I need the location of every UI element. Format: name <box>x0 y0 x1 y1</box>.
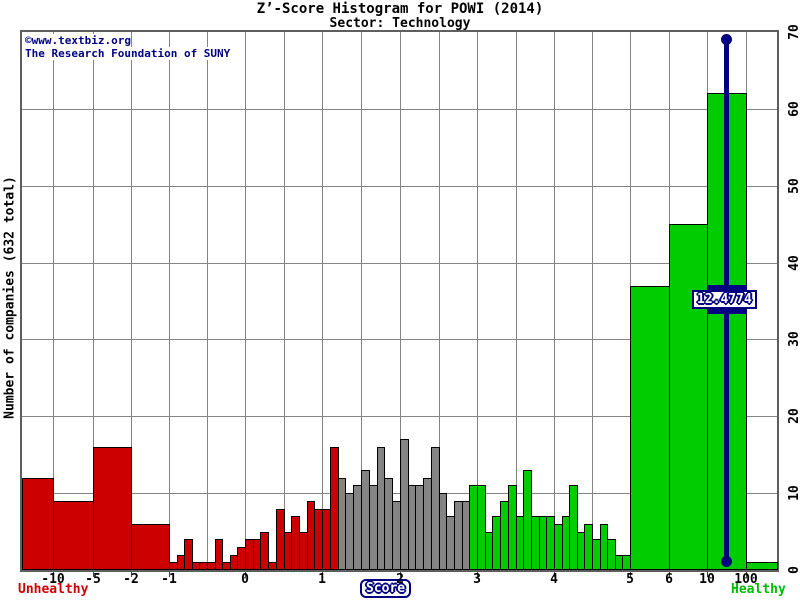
x-tick-label: 100 <box>734 572 758 587</box>
unhealthy-zone-label: Unhealthy <box>18 582 89 597</box>
histogram-bar <box>630 286 670 570</box>
h-gridline <box>22 109 777 110</box>
x-tick-label: 5 <box>626 572 634 587</box>
watermark-foundation: The Research Foundation of SUNY <box>25 47 231 60</box>
marker-crossbar-lower <box>707 309 747 314</box>
v-gridline <box>169 32 170 570</box>
x-tick-mark <box>93 572 94 577</box>
y-tick-label: 10 <box>787 485 800 501</box>
v-gridline <box>400 32 401 570</box>
histogram-bar <box>93 447 132 570</box>
v-gridline <box>284 32 285 570</box>
y-axis-label: Number of companies (632 total) <box>2 176 18 419</box>
x-tick-mark <box>245 572 246 577</box>
v-gridline <box>322 32 323 570</box>
x-tick-mark <box>630 572 631 577</box>
histogram-bar <box>215 539 223 570</box>
y-tick-label: 60 <box>787 101 800 117</box>
x-tick-mark <box>669 572 670 577</box>
h-gridline <box>22 416 777 417</box>
x-tick-label: -10 <box>41 572 65 587</box>
x-tick-label: 4 <box>550 572 558 587</box>
x-tick-mark <box>477 572 478 577</box>
v-gridline <box>207 32 208 570</box>
histogram-bar <box>184 539 193 570</box>
v-gridline <box>439 32 440 570</box>
y-tick-label: 70 <box>787 24 800 40</box>
y-tick-label: 50 <box>787 178 800 194</box>
x-tick-mark <box>746 572 747 577</box>
histogram-bar <box>746 562 778 570</box>
y-tick-label: 20 <box>787 408 800 424</box>
v-gridline <box>592 32 593 570</box>
x-tick-label: -5 <box>85 572 101 587</box>
h-gridline <box>22 493 777 494</box>
histogram-bar <box>260 532 269 570</box>
plot-frame <box>20 30 779 572</box>
x-tick-label: -1 <box>161 572 177 587</box>
x-tick-mark <box>322 572 323 577</box>
v-gridline <box>93 32 94 570</box>
x-tick-label: 1 <box>318 572 326 587</box>
chart-subtitle: Sector: Technology <box>329 16 471 31</box>
histogram-bar <box>607 539 616 570</box>
x-tick-mark <box>169 572 170 577</box>
histogram-bar <box>477 485 486 570</box>
x-tick-mark <box>554 572 555 577</box>
v-gridline <box>554 32 555 570</box>
v-gridline <box>245 32 246 570</box>
v-gridline <box>477 32 478 570</box>
x-tick-label: 2 <box>396 572 404 587</box>
x-tick-label: 10 <box>699 572 715 587</box>
histogram-bar <box>131 524 170 570</box>
marker-dot-bottom <box>721 556 732 567</box>
x-tick-label: 0 <box>241 572 249 587</box>
marker-value-label: 12.4774 <box>692 290 757 309</box>
histogram-bar <box>669 224 708 570</box>
v-gridline <box>131 32 132 570</box>
chart-title: Z’-Score Histogram for POWI (2014) <box>256 1 544 17</box>
v-gridline <box>53 32 54 570</box>
x-tick-label: 6 <box>665 572 673 587</box>
h-gridline <box>22 263 777 264</box>
y-tick-label: 40 <box>787 255 800 271</box>
x-tick-mark <box>707 572 708 577</box>
marker-dot-top <box>721 34 732 45</box>
watermark-url: ©www.textbiz.org <box>25 34 131 47</box>
marker-crossbar-upper <box>707 285 747 290</box>
x-tick-label: 3 <box>473 572 481 587</box>
histogram-bar <box>22 478 54 570</box>
x-tick-mark <box>400 572 401 577</box>
histogram-bar <box>53 501 94 570</box>
histogram-bar <box>569 485 578 570</box>
x-tick-mark <box>131 572 132 577</box>
y-tick-label: 0 <box>787 557 800 583</box>
x-tick-label: -2 <box>123 572 139 587</box>
healthy-zone-label: Healthy <box>731 582 786 597</box>
v-gridline <box>361 32 362 570</box>
y-tick-label: 30 <box>787 331 800 347</box>
h-gridline <box>22 186 777 187</box>
v-gridline <box>516 32 517 570</box>
x-tick-mark <box>53 572 54 577</box>
h-gridline <box>22 339 777 340</box>
x-axis-label: Score <box>360 579 412 598</box>
